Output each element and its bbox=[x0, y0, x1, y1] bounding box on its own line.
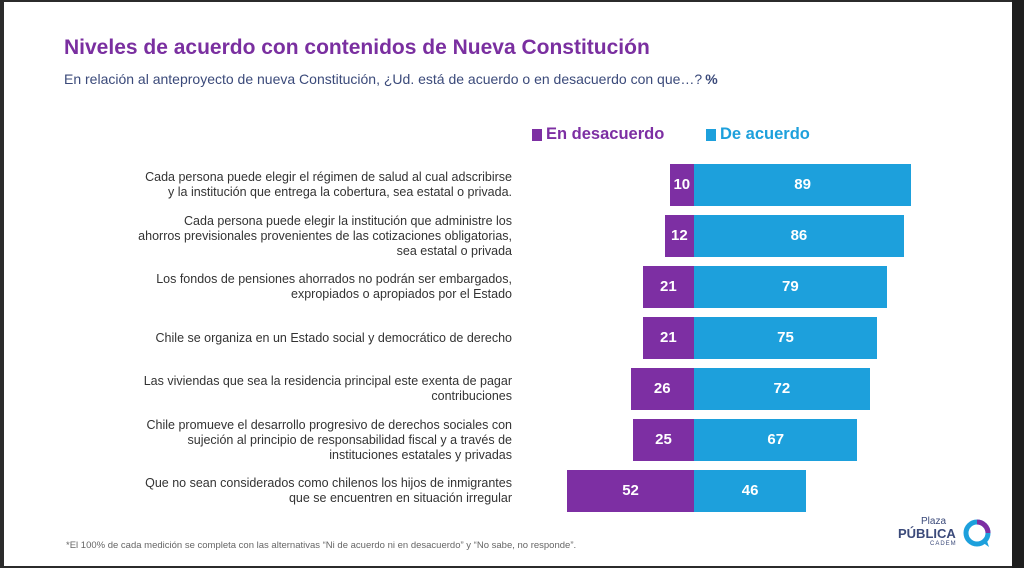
bar-agree bbox=[694, 317, 877, 359]
data-label-agree: 86 bbox=[790, 227, 808, 244]
category-label-line: sujeción al principio de responsabilidad… bbox=[187, 432, 513, 447]
legend-swatch-agree bbox=[706, 128, 716, 141]
screen-frame bbox=[1012, 0, 1024, 568]
category-label: Las viviendas que sea la residencia prin… bbox=[60, 374, 512, 404]
data-label-disagree: 21 bbox=[660, 329, 677, 346]
logo-line1: Plaza bbox=[921, 516, 947, 527]
data-label-disagree: 52 bbox=[622, 482, 639, 499]
bar-agree bbox=[694, 419, 858, 461]
bar-disagree bbox=[567, 470, 694, 512]
bar-agree bbox=[694, 164, 912, 206]
legend-label-disagree: En desacuerdo bbox=[546, 125, 665, 143]
category-label-line: Chile se organiza en un Estado social y … bbox=[155, 330, 512, 345]
chart-subtitle: En relación al anteproyecto de nueva Con… bbox=[64, 71, 718, 87]
legend-item-disagree: En desacuerdo bbox=[532, 125, 664, 144]
bar-disagree bbox=[630, 368, 694, 410]
category-label: Cada persona puede elegir el régimen de … bbox=[60, 170, 512, 200]
data-label-agree: 67 bbox=[767, 431, 785, 448]
category-label: Los fondos de pensiones ahorrados no pod… bbox=[60, 272, 512, 302]
bar-agree bbox=[694, 215, 904, 257]
data-label-agree: 89 bbox=[794, 176, 811, 193]
category-label-line: expropiados o apropiados por el Estado bbox=[291, 287, 512, 301]
category-label-line: Cada persona puede elegir el régimen de … bbox=[145, 170, 512, 184]
bar-disagree bbox=[669, 164, 694, 206]
category-label: Cada persona puede elegir la institución… bbox=[60, 214, 512, 259]
logo-line2: PÚBLICA bbox=[898, 526, 956, 541]
data-label-agree: 72 bbox=[773, 380, 791, 397]
category-label-line: y la institución que entrega la cobertur… bbox=[168, 185, 512, 199]
speech-bubble-icon bbox=[963, 519, 991, 547]
bar-agree bbox=[694, 470, 807, 512]
category-label-line: Cada persona puede elegir la institución… bbox=[184, 213, 512, 228]
logo-line3: CADEM bbox=[930, 541, 957, 547]
bar-agree bbox=[694, 368, 870, 410]
data-label-disagree: 10 bbox=[673, 176, 691, 193]
category-label-line: contribuciones bbox=[431, 389, 512, 403]
bar-disagree bbox=[642, 266, 694, 308]
category-label: Que no sean considerados como chilenos l… bbox=[60, 476, 512, 506]
category-label-line: que se encuentren en situación irregular bbox=[288, 491, 512, 505]
data-label-disagree: 21 bbox=[660, 278, 677, 295]
chart-title: Niveles de acuerdo con contenidos de Nue… bbox=[64, 36, 650, 59]
plaza-publica-logo: Plaza PÚBLICA CADEM bbox=[896, 514, 996, 550]
category-label: Chile promueve el desarrollo progresivo … bbox=[60, 418, 512, 463]
bar-disagree bbox=[633, 419, 694, 461]
subtitle-unit: % bbox=[705, 71, 718, 87]
category-label-line: instituciones estatales y privadas bbox=[329, 447, 512, 462]
category-label-line: sea estatal o privada bbox=[396, 243, 512, 258]
bar-agree bbox=[694, 266, 887, 308]
category-label: Chile se organiza en un Estado social y … bbox=[60, 331, 512, 346]
category-label-line: Chile promueve el desarrollo progresivo … bbox=[146, 417, 512, 432]
category-label-line: ahorros previsionales provenientes de la… bbox=[138, 228, 512, 243]
bar-disagree bbox=[664, 215, 694, 257]
legend-item-agree: De acuerdo bbox=[706, 125, 810, 144]
data-label-disagree: 12 bbox=[671, 227, 688, 244]
data-label-agree: 46 bbox=[741, 482, 759, 499]
data-label-agree: 79 bbox=[782, 278, 799, 295]
footnote: *El 100% de cada medición se completa co… bbox=[66, 540, 577, 551]
bar-disagree bbox=[642, 317, 694, 359]
subtitle-text: En relación al anteproyecto de nueva Con… bbox=[64, 71, 703, 87]
legend-swatch-disagree bbox=[532, 128, 542, 141]
category-label-line: Los fondos de pensiones ahorrados no pod… bbox=[156, 272, 512, 286]
legend-label-agree: De acuerdo bbox=[720, 125, 810, 143]
data-label-disagree: 26 bbox=[653, 380, 671, 397]
data-label-agree: 75 bbox=[777, 329, 794, 346]
data-label-disagree: 25 bbox=[655, 431, 672, 448]
category-label-line: Las viviendas que sea la residencia prin… bbox=[143, 374, 512, 388]
category-label-line: Que no sean considerados como chilenos l… bbox=[145, 476, 512, 490]
